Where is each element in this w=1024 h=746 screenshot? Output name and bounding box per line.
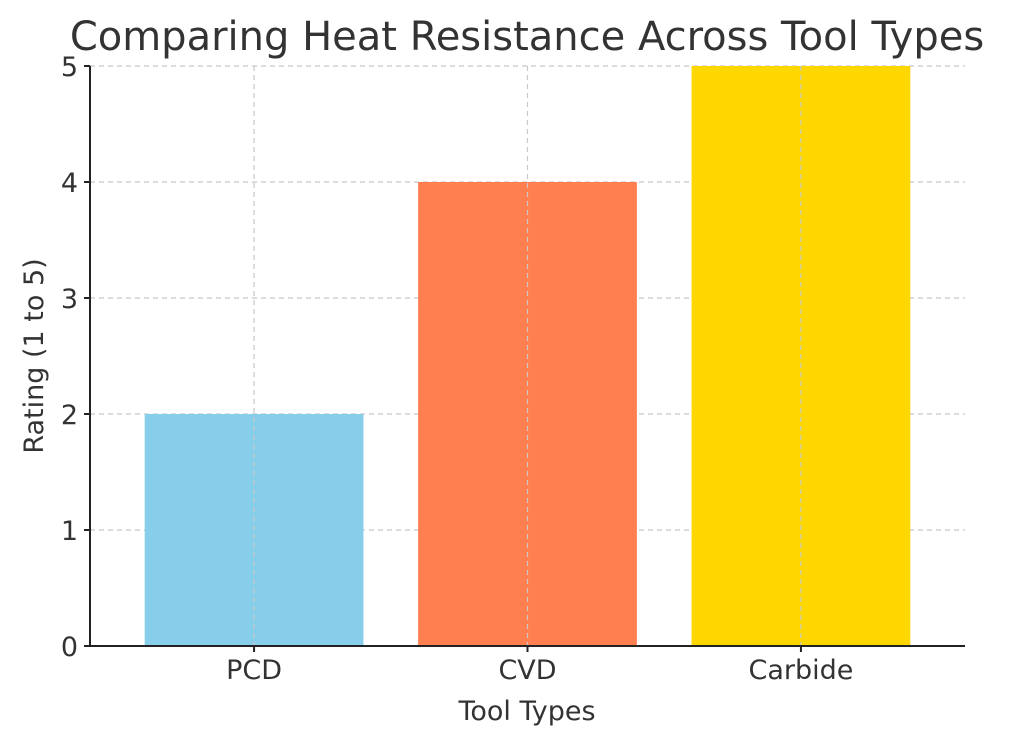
y-tick-label: 1 xyxy=(61,516,78,547)
y-tick-label: 5 xyxy=(61,52,78,83)
tick-layer: 0 1 2 3 4 5 PCD CVD Carbide xyxy=(61,52,854,686)
bar-cvd xyxy=(418,182,637,646)
vertical-grid-layer xyxy=(253,66,802,646)
y-tick-label: 3 xyxy=(61,284,78,315)
x-axis-label: Tool Types xyxy=(457,696,595,727)
chart-title: Comparing Heat Resistance Across Tool Ty… xyxy=(70,14,984,60)
y-tick-label: 2 xyxy=(61,400,78,431)
x-tick-label: CVD xyxy=(498,655,556,686)
y-tick-label: 0 xyxy=(61,632,78,663)
x-tick-label: PCD xyxy=(226,655,282,686)
y-axis-label: Rating (1 to 5) xyxy=(19,258,50,453)
y-tick-label: 4 xyxy=(61,168,78,199)
x-tick-label: Carbide xyxy=(748,655,853,686)
